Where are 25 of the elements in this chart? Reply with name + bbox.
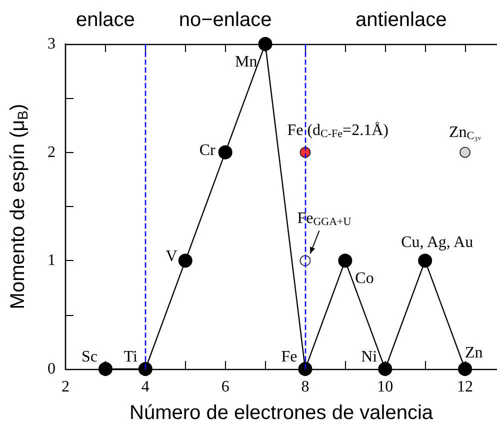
text: antienlace — [356, 9, 447, 31]
text: no−enlace — [178, 9, 272, 31]
annotation: Cu, Ag, Au — [401, 234, 474, 252]
y-tick-label: 2 — [48, 144, 56, 161]
x-tick-label: 12 — [457, 378, 474, 396]
annotation: Ti — [124, 348, 138, 366]
annotation: Zn — [465, 344, 483, 362]
x-axis-title: Número de electrones de valencia — [129, 402, 434, 424]
x-tick-label: 10 — [377, 378, 394, 396]
annotation: Fe — [281, 348, 298, 366]
annotation: Sc — [81, 348, 98, 366]
annotation: Ni — [361, 348, 378, 366]
annotation: Cr — [199, 142, 216, 159]
y-tick-label: 1 — [48, 252, 56, 270]
x-tick-label: 8 — [301, 378, 310, 396]
y-tick-label: 0 — [48, 360, 56, 378]
x-tick-label: 6 — [221, 378, 230, 396]
y-axis-title: Momento de espín (μB) — [7, 104, 30, 310]
y-tick-label: 3 — [48, 36, 56, 52]
annotation: Co — [355, 270, 374, 288]
x-tick-label: 4 — [141, 378, 150, 396]
annotation: V — [166, 248, 178, 266]
x-tick-label: 2 — [62, 378, 70, 396]
annotation: Mn — [235, 54, 258, 70]
text: enlace — [76, 9, 135, 31]
